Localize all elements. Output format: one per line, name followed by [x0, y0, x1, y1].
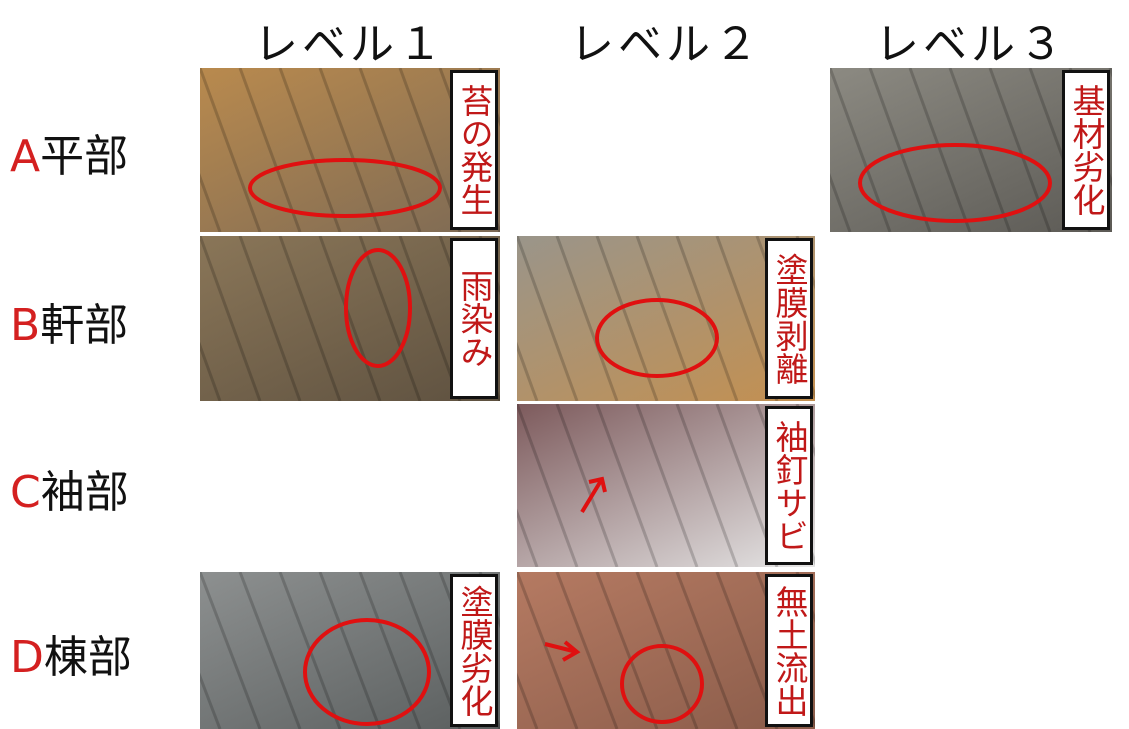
texture — [200, 572, 262, 729]
arrow — [580, 476, 607, 514]
highlight-circle — [595, 298, 719, 378]
highlight-circle — [303, 618, 431, 726]
texture — [318, 236, 382, 401]
texture — [517, 341, 539, 401]
texture — [358, 236, 422, 401]
texture — [200, 672, 222, 729]
texture — [238, 572, 302, 729]
row-part: 棟部 — [43, 631, 132, 683]
row-letter: C — [10, 466, 41, 518]
texture — [1108, 68, 1112, 78]
texture — [200, 341, 222, 401]
texture — [555, 404, 619, 567]
cell-label: 雨染み — [450, 238, 498, 399]
texture — [318, 572, 382, 729]
texture — [635, 572, 699, 729]
texture — [517, 572, 579, 729]
column-header: レベル３ — [875, 19, 1067, 70]
texture — [517, 236, 579, 401]
row-letter: A — [10, 131, 41, 182]
texture — [238, 68, 302, 232]
texture — [948, 68, 1012, 232]
row-label: B軒部 — [10, 289, 128, 353]
texture — [200, 68, 262, 232]
texture — [595, 572, 659, 729]
highlight-circle — [620, 644, 704, 724]
cell-label: 基材劣化 — [1062, 70, 1110, 230]
texture — [635, 404, 699, 567]
highlight-circle — [248, 158, 442, 218]
column-header: レベル１ — [254, 19, 446, 70]
texture — [988, 68, 1052, 232]
texture — [675, 572, 739, 729]
row-letter: B — [10, 299, 41, 351]
texture — [555, 236, 619, 401]
texture — [675, 404, 739, 567]
cell-label: 苔の発生 — [450, 70, 498, 230]
texture — [830, 172, 852, 232]
texture — [635, 236, 699, 401]
texture — [278, 68, 342, 232]
texture — [200, 172, 222, 232]
row-label: C袖部 — [10, 456, 129, 520]
arrow — [544, 640, 581, 662]
cell-label: 塗膜剥離 — [765, 238, 813, 399]
texture — [278, 236, 342, 401]
texture — [517, 508, 539, 567]
row-label: A平部 — [10, 120, 128, 184]
texture — [200, 236, 262, 401]
texture — [238, 236, 302, 401]
row-label: D棟部 — [10, 621, 132, 685]
texture — [908, 68, 972, 232]
cell-label: 塗膜劣化 — [450, 574, 498, 727]
cell-label: 袖釘サビ — [765, 406, 813, 565]
column-header: レベル２ — [570, 19, 762, 70]
texture — [595, 236, 659, 401]
row-part: 軒部 — [40, 299, 129, 351]
highlight-circle — [344, 248, 412, 368]
texture — [517, 404, 579, 567]
texture — [517, 672, 539, 729]
row-letter: D — [10, 631, 44, 683]
cell-label: 無土流出 — [765, 574, 813, 727]
row-part: 平部 — [40, 131, 129, 182]
texture — [595, 404, 659, 567]
highlight-circle — [858, 143, 1052, 223]
texture — [555, 572, 619, 729]
row-part: 袖部 — [40, 466, 129, 518]
texture — [358, 68, 422, 232]
texture — [358, 572, 422, 729]
texture — [318, 68, 382, 232]
